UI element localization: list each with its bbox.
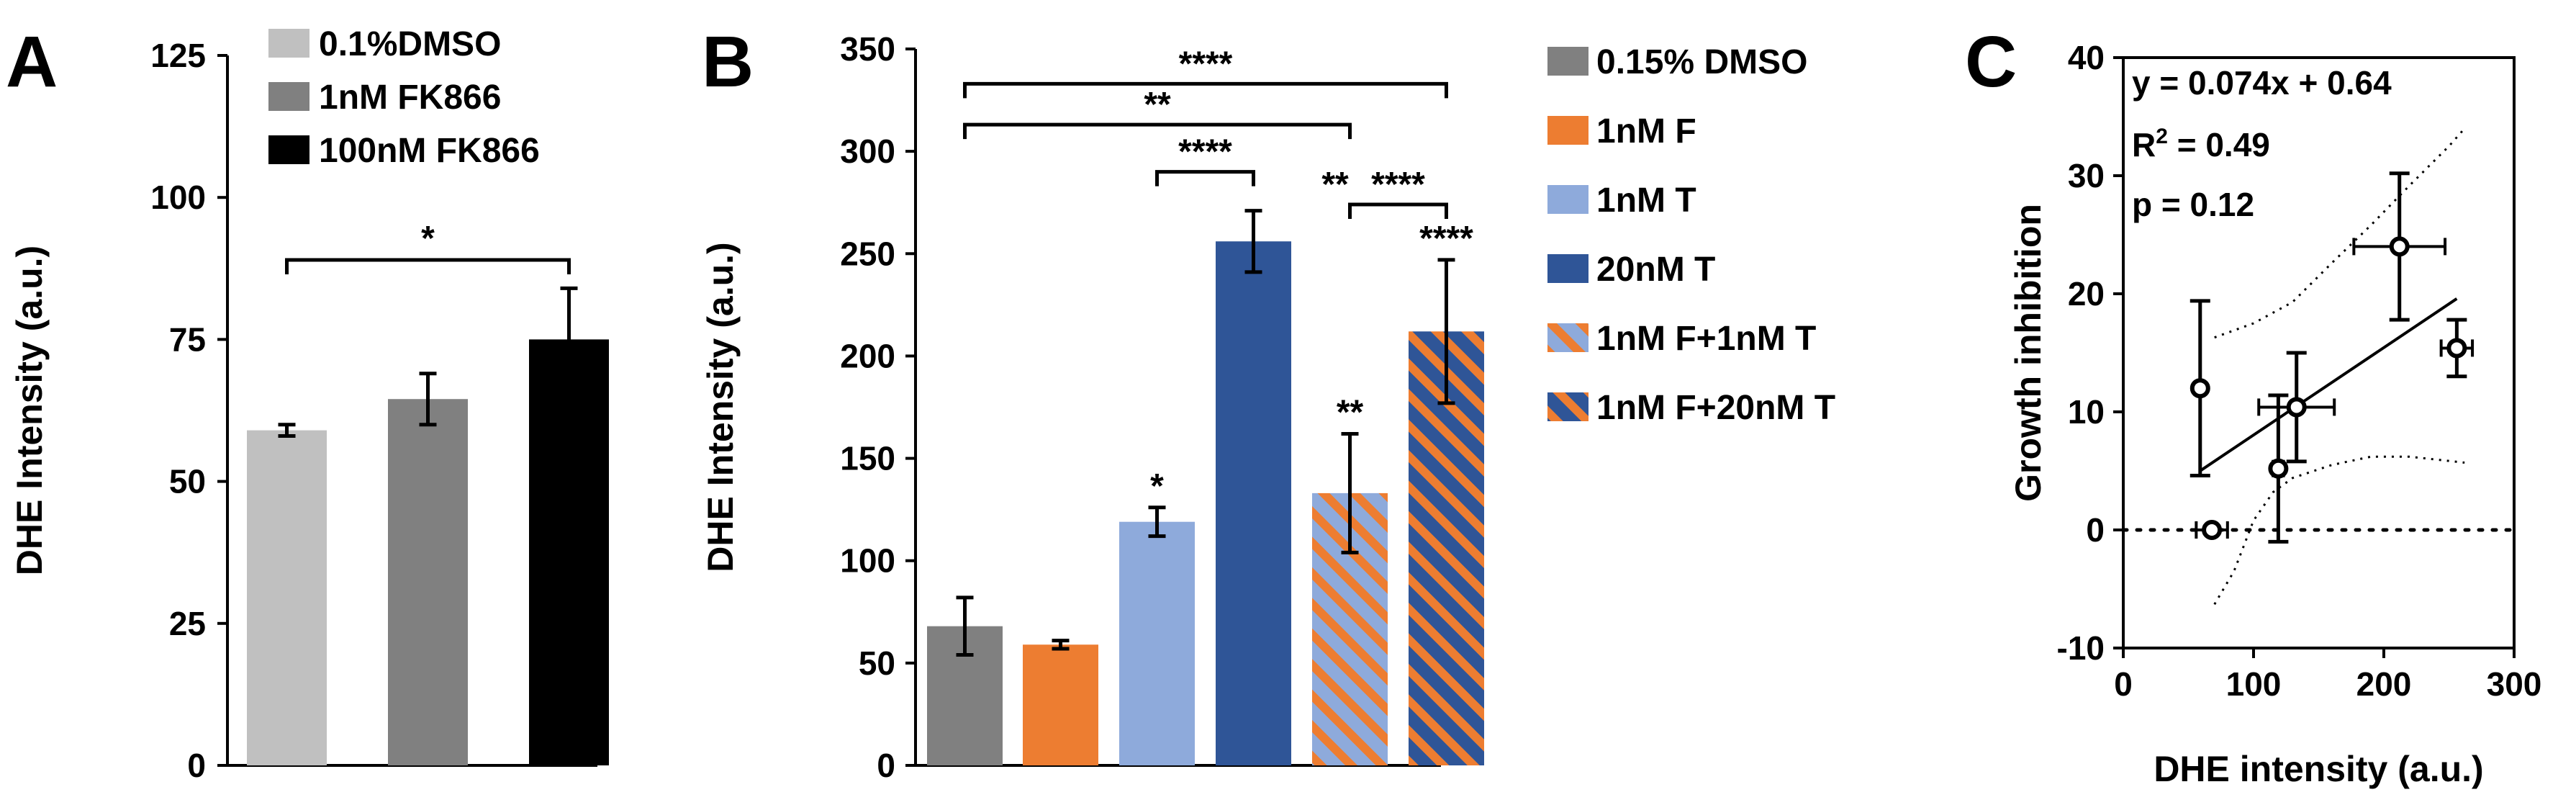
r-squared-superscript: 2 [2156, 125, 2168, 148]
y-tick-label: 10 [2068, 393, 2105, 431]
significance-label: **** [1371, 166, 1425, 204]
significance-label: **** [1179, 45, 1233, 83]
chart-panel-a: 0 25 50 75 100 125 DHE Intensity (a.u.) 0.1%DMS… [9, 25, 609, 784]
plot-frame [2122, 56, 2516, 649]
legend-label-2: 1nM F [1596, 112, 1696, 150]
y-axis-title: Growth inhibition [2008, 204, 2048, 502]
x-tick-label: 100 [2226, 665, 2282, 703]
bar-2 [1023, 644, 1098, 765]
x-tick-label: 200 [2356, 665, 2412, 703]
data-point-2 [2202, 520, 2223, 540]
y-tick-label: 250 [840, 235, 895, 272]
legend-label-3: 1nM T [1596, 181, 1696, 220]
significance-label-extra: ** [1321, 166, 1349, 204]
y-tick-label: 20 [2068, 275, 2105, 312]
legend-label-5: 1nM F+1nM T [1596, 320, 1816, 358]
significance-bracket [963, 122, 1352, 140]
legend-swatch-6 [1547, 392, 1588, 421]
legend-swatch-4 [1547, 254, 1588, 283]
y-tick-label: 50 [169, 463, 206, 500]
significance-label: ** [1144, 86, 1171, 124]
bar-significance-label: * [1150, 467, 1164, 505]
bar-4 [1216, 241, 1291, 765]
y-tick-label: 0 [877, 747, 895, 784]
data-point-1 [2189, 378, 2210, 399]
y-tick-label: 50 [859, 644, 895, 682]
y-tick-label: 150 [840, 440, 895, 477]
panel-label-c: C [1965, 22, 2017, 102]
significance-bracket [285, 258, 571, 274]
r-squared-value: = 0.49 [2168, 126, 2270, 163]
bar-significance-label: ** [1337, 393, 1364, 431]
regression-line [2199, 297, 2458, 472]
legend-swatch-2 [1547, 116, 1588, 145]
significance-label: **** [1178, 133, 1232, 171]
r-squared-text: R2 = 0.49 [2132, 125, 2270, 163]
bar-significance-label: **** [1419, 220, 1473, 258]
y-tick-label: 300 [840, 132, 895, 170]
data-point-5 [2389, 236, 2410, 257]
y-tick-label: -10 [2057, 629, 2105, 667]
legend-swatch-3 [268, 135, 309, 164]
x-tick-label: 300 [2487, 665, 2542, 703]
legend-swatch-5 [1547, 323, 1588, 352]
y-axis-title: DHE Intensity (a.u.) [9, 246, 50, 575]
bar-1 [247, 430, 327, 765]
confidence-band-lower [2213, 455, 2465, 606]
y-tick-label: 75 [169, 320, 206, 358]
y-tick-label: 100 [840, 542, 895, 580]
legend-swatch-3 [1547, 185, 1588, 214]
y-tick-label: 200 [840, 337, 895, 374]
x-axis-title: DHE intensity (a.u.) [2154, 749, 2483, 789]
y-tick-label: 350 [840, 30, 895, 68]
legend-label-3: 100nM FK866 [319, 132, 540, 170]
data-point-6 [2446, 338, 2467, 359]
regression-equation: y = 0.074x + 0.64 [2132, 64, 2392, 102]
p-value-text: p = 0.12 [2132, 186, 2254, 223]
y-axis-title: DHE Intensity (a.u.) [700, 242, 741, 572]
data-point-4 [2286, 397, 2307, 418]
confidence-band-upper [2214, 127, 2466, 339]
legend-swatch-1 [1547, 47, 1588, 76]
y-tick-label: 125 [150, 37, 206, 74]
x-tick-label: 0 [2114, 665, 2133, 703]
y-tick-label: 30 [2068, 157, 2105, 194]
legend-swatch-2 [268, 82, 309, 111]
significance-label: * [421, 220, 435, 258]
y-tick-label: 40 [2068, 39, 2105, 76]
y-tick-label: 0 [187, 747, 206, 784]
panel-label-b: B [702, 22, 754, 102]
bar-2 [388, 399, 468, 765]
bar-3 [1119, 521, 1195, 765]
legend-label-6: 1nM F+20nM T [1596, 389, 1835, 427]
y-tick-label: 0 [2086, 511, 2105, 549]
panel-label-a: A [6, 22, 58, 102]
y-tick-label: 25 [169, 605, 206, 642]
r-squared-symbol: R [2132, 126, 2156, 163]
legend-swatch-1 [268, 29, 309, 58]
significance-bracket [1155, 170, 1255, 186]
legend-label-1: 0.15% DMSO [1596, 43, 1807, 81]
legend-label-4: 20nM T [1596, 251, 1715, 289]
data-point-3 [2268, 458, 2289, 479]
significance-bracket [1348, 202, 1448, 220]
significance-bracket [963, 81, 1448, 99]
chart-panel-b: 0 50 100 150 200 250 300 350 DHE Intensity (a.u.… [700, 30, 1835, 784]
y-tick-label: 100 [150, 179, 206, 216]
bar-3 [529, 339, 609, 765]
legend-label-2: 1nM FK866 [319, 78, 501, 117]
legend-label-1: 0.1%DMSO [319, 25, 501, 63]
